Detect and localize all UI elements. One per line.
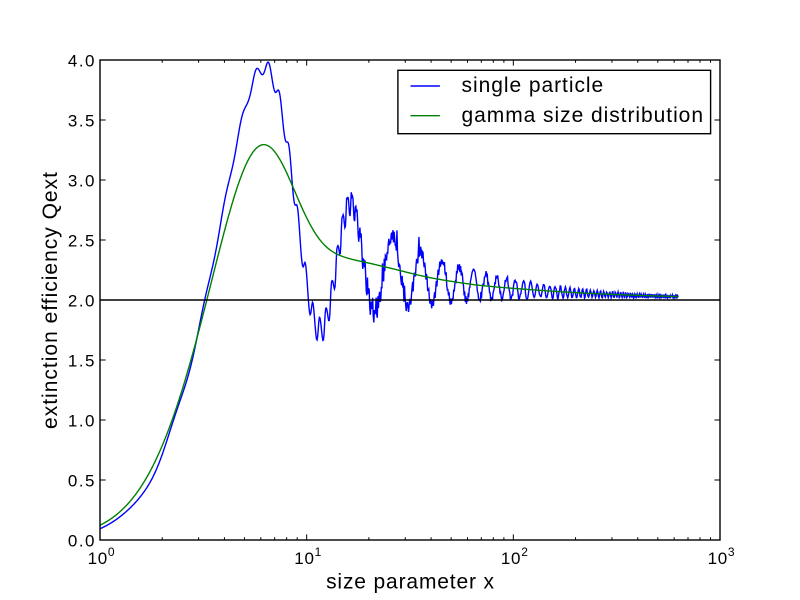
svg-text:size parameter x: size parameter x <box>326 571 495 594</box>
svg-text:2.0: 2.0 <box>68 291 96 310</box>
svg-text:3.0: 3.0 <box>68 171 96 190</box>
svg-text:1.0: 1.0 <box>68 411 96 430</box>
svg-text:single particle: single particle <box>462 74 605 97</box>
svg-text:3.5: 3.5 <box>68 111 96 130</box>
svg-text:extinction efficiency Qext: extinction efficiency Qext <box>39 171 62 429</box>
svg-text:0.0: 0.0 <box>68 531 96 550</box>
svg-text:4.0: 4.0 <box>68 51 96 70</box>
svg-text:1.5: 1.5 <box>68 351 96 370</box>
svg-text:2.5: 2.5 <box>68 231 96 250</box>
svg-text:102: 102 <box>501 545 529 568</box>
svg-text:101: 101 <box>294 545 322 568</box>
svg-text:gamma size distribution: gamma size distribution <box>462 104 704 127</box>
svg-text:103: 103 <box>708 545 736 568</box>
svg-text:100: 100 <box>88 545 116 568</box>
svg-text:0.5: 0.5 <box>68 471 96 490</box>
